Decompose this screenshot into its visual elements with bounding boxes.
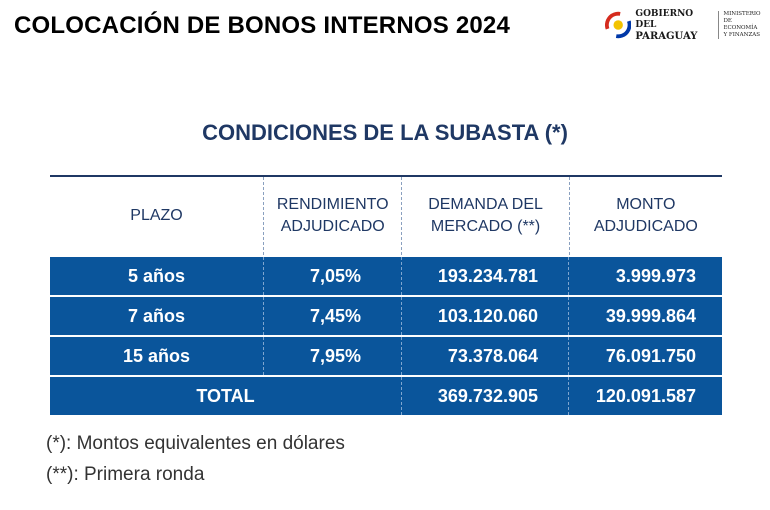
cell-monto: 76.091.750 (605, 345, 696, 366)
cell-monto: 3.999.973 (615, 265, 696, 286)
footnotes: (*): Montos equivalentes en dólares (**)… (46, 428, 345, 490)
column-header-demanda: DEMANDA DEL MERCADO (**) (402, 177, 570, 255)
column-header-rendimiento: RENDIMIENTO ADJUDICADO (264, 177, 403, 255)
gobierno-logo: GOBIERNO DEL PARAGUAY MINISTERIO DE ECON… (605, 8, 765, 42)
table-row: 15 años 7,95% 73.378.064 76.091.750 (50, 337, 722, 375)
column-header-plazo: PLAZO (50, 177, 265, 255)
table-row: 7 años 7,45% 103.120.060 39.999.864 (50, 297, 722, 335)
paraguay-seal-icon (605, 11, 632, 39)
footnote-1: (*): Montos equivalentes en dólares (46, 433, 345, 454)
cell-total-monto: 120.091.587 (595, 385, 696, 406)
cell-rendimiento: 7,45% (264, 297, 402, 335)
cell-total-demanda: 369.732.905 (402, 377, 569, 415)
cell-demanda: 103.120.060 (402, 297, 569, 335)
cell-plazo: 5 años (50, 257, 264, 295)
logo-gov-line2: PARAGUAY (635, 30, 698, 42)
column-header-monto: MONTO ADJUDICADO (593, 196, 698, 235)
cell-total-label: TOTAL (50, 377, 402, 415)
cell-demanda: 73.378.064 (402, 337, 569, 375)
cell-rendimiento: 7,05% (264, 257, 402, 295)
page-title: COLOCACIÓN DE BONOS INTERNOS 2024 (14, 12, 511, 39)
cell-plazo: 15 años (50, 337, 264, 375)
footnote-2: (**): Primera ronda (46, 464, 205, 485)
logo-gov-line1: GOBIERNO DEL (635, 8, 694, 30)
table-total-row: TOTAL 369.732.905 120.091.587 (50, 377, 722, 415)
cell-monto: 39.999.864 (605, 305, 696, 326)
auction-table: PLAZO RENDIMIENTO ADJUDICADO DEMANDA DEL… (50, 175, 722, 415)
section-subtitle: CONDICIONES DE LA SUBASTA (*) (202, 120, 568, 145)
logo-divider (717, 11, 719, 39)
table-row: 5 años 7,05% 193.234.781 3.999.973 (50, 257, 722, 295)
cell-plazo: 7 años (50, 297, 264, 335)
table-header: PLAZO RENDIMIENTO ADJUDICADO DEMANDA DEL… (50, 177, 722, 255)
cell-rendimiento: 7,95% (264, 337, 402, 375)
cell-demanda: 193.234.781 (402, 257, 569, 295)
logo-ministry: MINISTERIO DE ECONOMÍA Y FINANZAS (723, 11, 761, 38)
